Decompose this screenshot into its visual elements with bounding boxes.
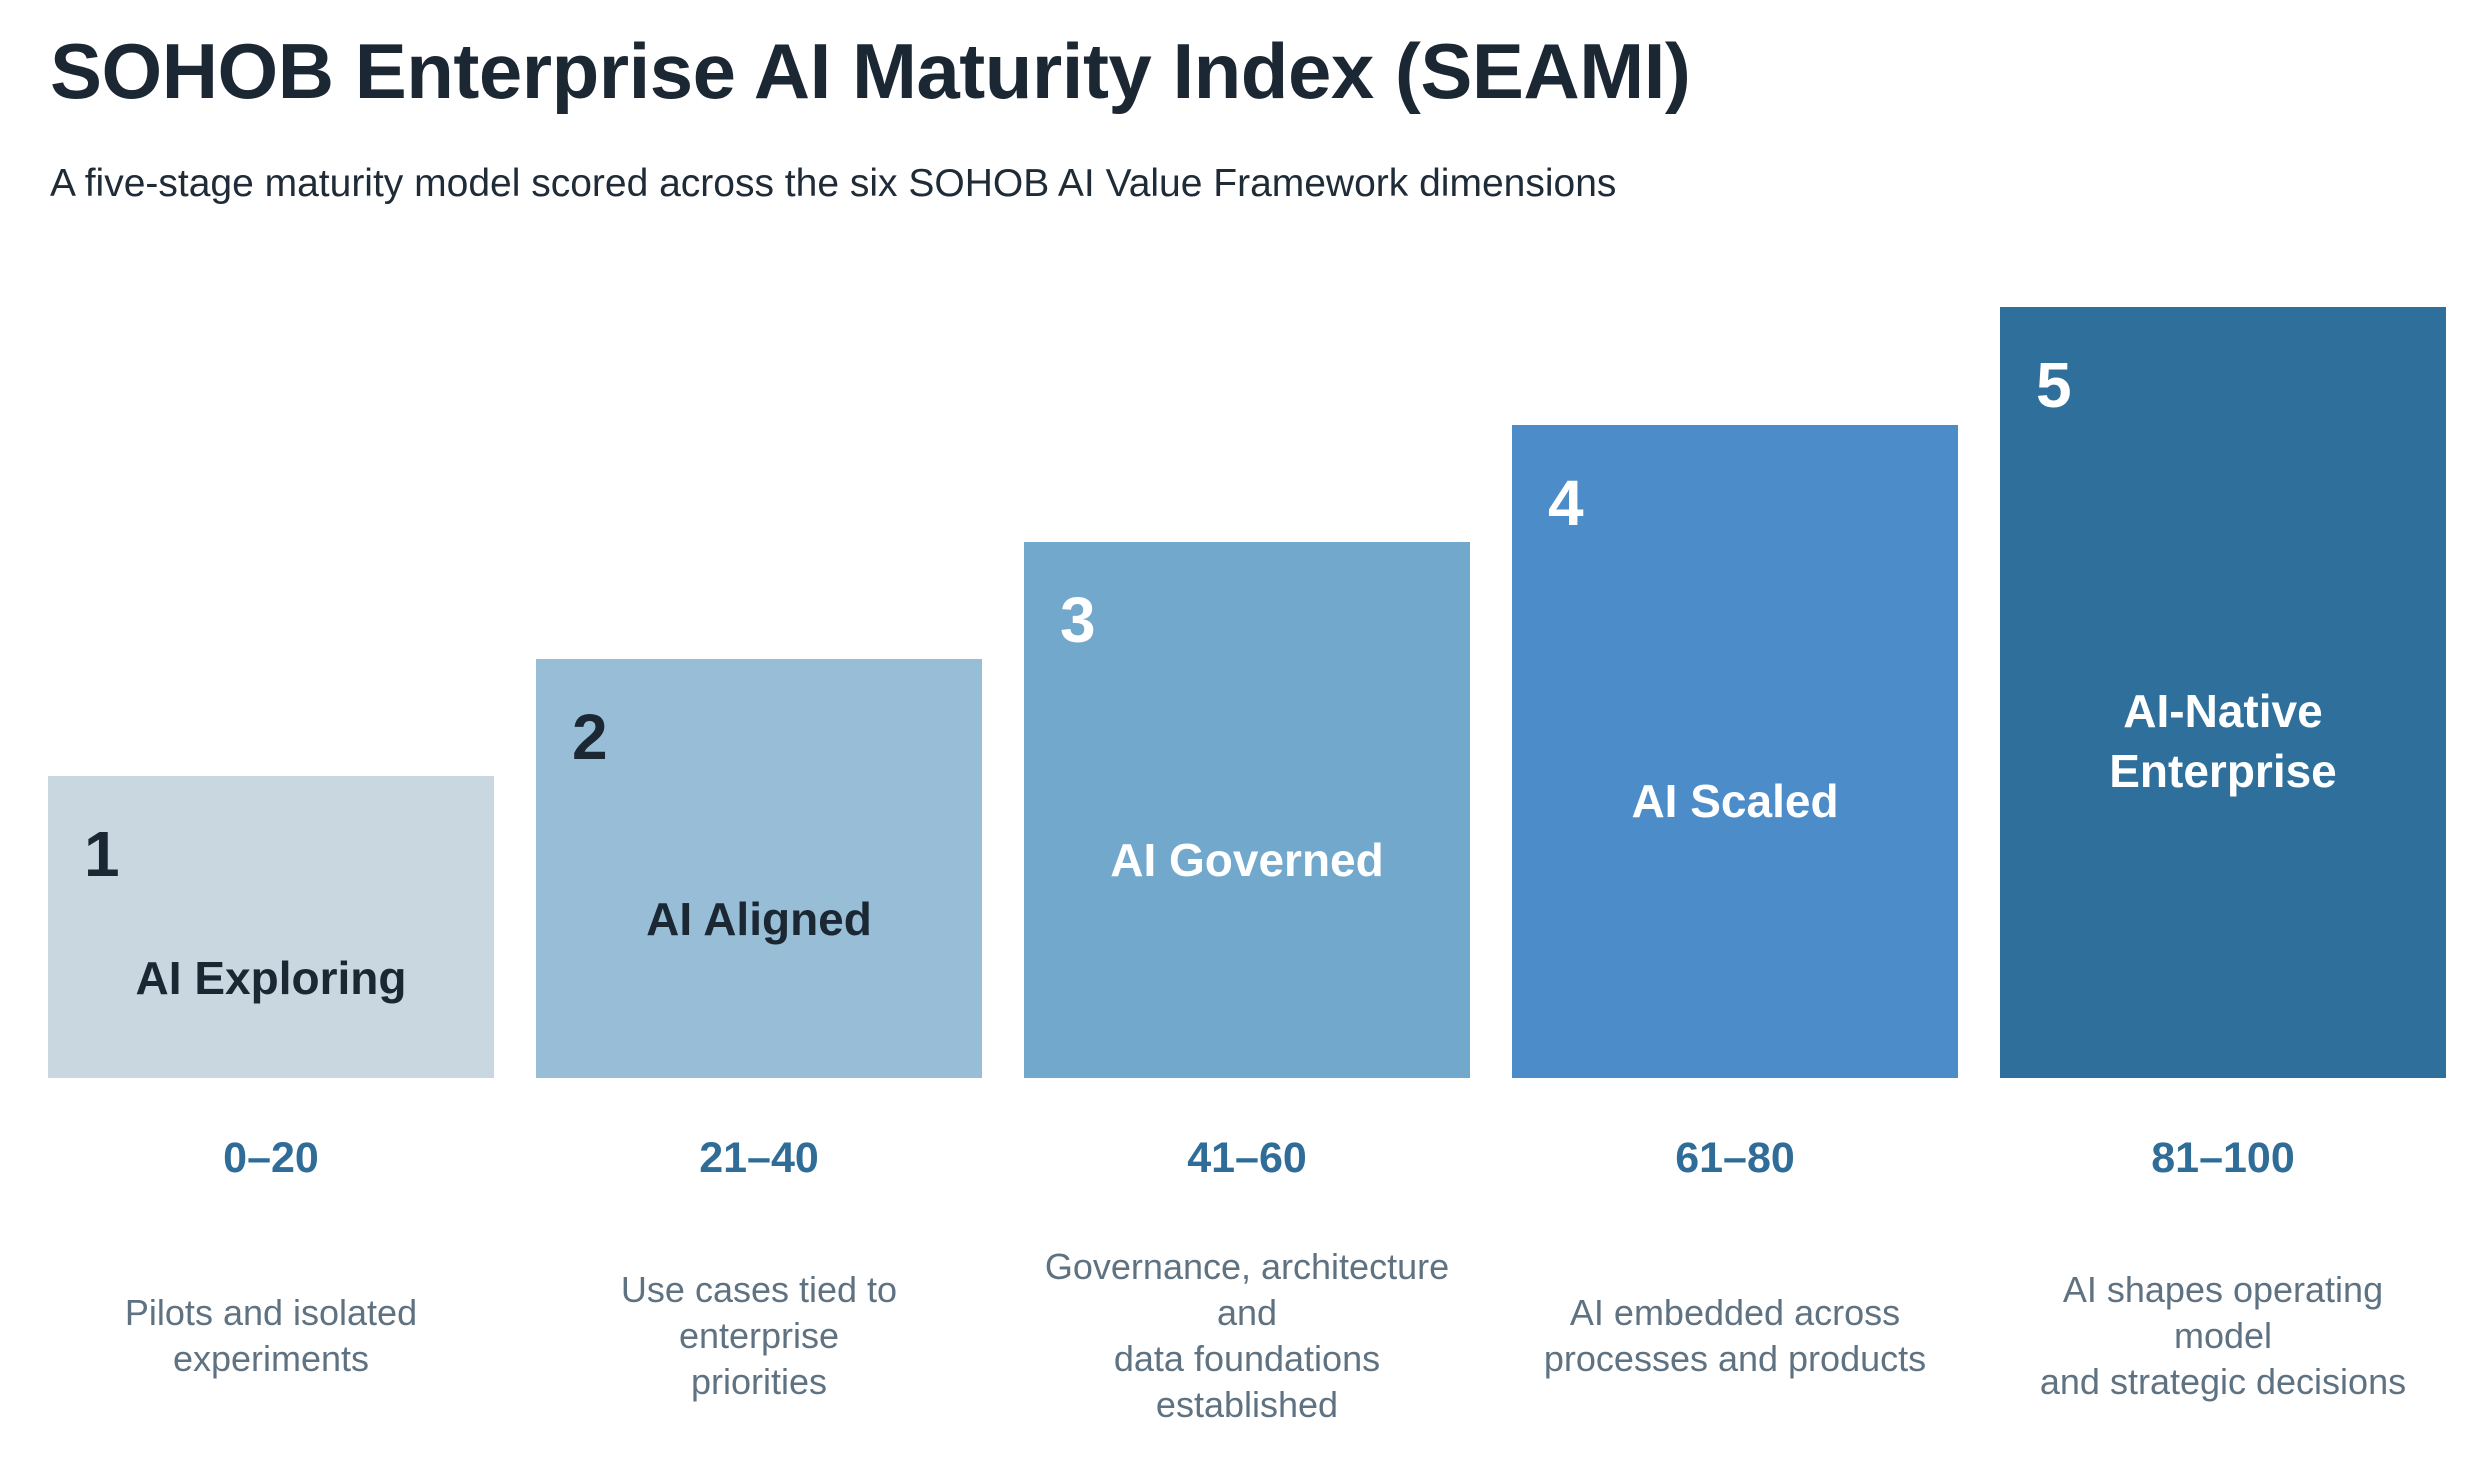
- stage-name: AI Governed: [1024, 830, 1470, 890]
- stage-number: 2: [572, 701, 608, 773]
- stage-description-line: model: [2173, 1315, 2273, 1356]
- stage-score-range: 41–60: [1187, 1134, 1307, 1182]
- stage-name-line: AI Governed: [1110, 834, 1384, 886]
- stage-number: 4: [1548, 467, 1584, 539]
- stage-number: 1: [84, 818, 120, 890]
- stage-bar: 4 AI Scaled: [1512, 425, 1958, 1078]
- stage-bar: 2 AI Aligned: [536, 659, 982, 1078]
- stage-description-line: Pilots and isolated: [124, 1292, 418, 1333]
- stage-name-line: AI Scaled: [1631, 775, 1839, 827]
- stage-name: AI-Native Enterprise: [2000, 681, 2446, 801]
- stage-description-line: priorities: [690, 1361, 828, 1402]
- stage-number: 3: [1060, 584, 1096, 656]
- stage-description: Use cases tied to enterprise priorities: [536, 1267, 982, 1405]
- stage-score-range: 61–80: [1675, 1134, 1795, 1182]
- stage-description-line: processes and products: [1543, 1338, 1927, 1379]
- stage-name-line: AI Aligned: [646, 893, 872, 945]
- stage-bar: 3 AI Governed: [1024, 542, 1470, 1078]
- stage-description-line: and strategic decisions: [2039, 1361, 2407, 1402]
- stage-bar: 1 AI Exploring: [48, 776, 494, 1078]
- stage-name-line: AI-Native: [2123, 685, 2323, 737]
- stage-description-line: data foundations: [1113, 1338, 1381, 1379]
- stage-bar: 5 AI-Native Enterprise: [2000, 307, 2446, 1078]
- stage-name: AI Exploring: [48, 948, 494, 1008]
- stage-score-range: 21–40: [699, 1134, 819, 1182]
- stage-description: AI embedded across processes and product…: [1512, 1290, 1958, 1382]
- stage-description-line: Use cases tied to: [620, 1269, 898, 1310]
- stage-number: 5: [2036, 349, 2072, 421]
- stage-description: Governance, architecture and data founda…: [1024, 1244, 1470, 1428]
- stage-score-range: 0–20: [223, 1134, 319, 1182]
- stage-description-line: established: [1155, 1384, 1339, 1425]
- stage-description: Pilots and isolated experiments: [48, 1290, 494, 1382]
- stage-name: AI Aligned: [536, 889, 982, 949]
- stage-name-line: Enterprise: [2109, 745, 2337, 797]
- stage-description-line: and: [1216, 1292, 1278, 1333]
- stage-description-line: AI shapes operating: [2062, 1269, 2384, 1310]
- page-title: SOHOB Enterprise AI Maturity Index (SEAM…: [50, 27, 1691, 115]
- stage-description-line: enterprise: [678, 1315, 840, 1356]
- stage-name: AI Scaled: [1512, 771, 1958, 831]
- stage-description-line: experiments: [172, 1338, 370, 1379]
- stage-description: AI shapes operating model and strategic …: [2000, 1267, 2446, 1405]
- stage-score-range: 81–100: [2151, 1134, 2295, 1182]
- stage-description-line: AI embedded across: [1569, 1292, 1901, 1333]
- stage-name-line: AI Exploring: [135, 952, 407, 1004]
- page-subtitle: A five-stage maturity model scored acros…: [50, 162, 1617, 205]
- stage-description-line: Governance, architecture: [1044, 1246, 1450, 1287]
